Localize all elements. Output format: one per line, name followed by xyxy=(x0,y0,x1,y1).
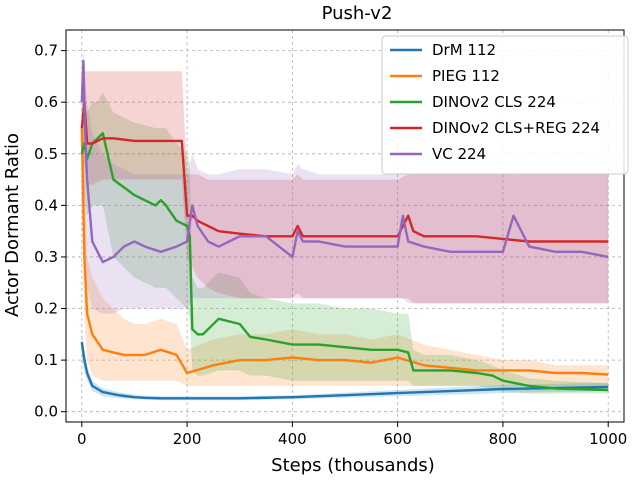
legend-label: DINOv2 CLS+REG 224 xyxy=(432,119,600,137)
y-tick-label: 0.0 xyxy=(34,403,58,421)
chart-title: Push-v2 xyxy=(322,3,393,24)
legend-box xyxy=(381,35,629,175)
x-tick-label: 0 xyxy=(77,430,87,448)
band-vc-224 xyxy=(81,50,609,314)
x-tick-label: 200 xyxy=(173,430,202,448)
x-axis-ticks: 0 200 400 600 800 1000 xyxy=(77,422,627,448)
x-axis-label: Steps (thousands) xyxy=(271,455,435,476)
legend-label: VC 224 xyxy=(432,145,486,163)
y-tick-label: 0.6 xyxy=(34,93,58,111)
legend: DrM 112 PIEG 112 DINOv2 CLS 224 DINOv2 CLS+… xyxy=(381,35,629,175)
y-tick-label: 0.2 xyxy=(34,300,58,318)
band-pieg-112 xyxy=(81,91,609,386)
x-tick-label: 400 xyxy=(278,430,307,448)
series-line-dinov2-cls-reg-224 xyxy=(80,100,609,243)
legend-label: DrM 112 xyxy=(432,41,496,59)
legend-label: PIEG 112 xyxy=(432,67,500,85)
y-tick-label: 0.7 xyxy=(34,42,58,60)
series-line-vc-224 xyxy=(80,59,609,264)
plot-frame xyxy=(65,29,625,423)
legend-label: DINOv2 CLS 224 xyxy=(432,93,556,111)
y-tick-label: 0.4 xyxy=(34,196,58,214)
series-line-pieg-112 xyxy=(80,127,609,376)
y-tick-label: 0.5 xyxy=(34,145,58,163)
y-tick-label: 0.1 xyxy=(34,351,58,369)
plot-area: 0 200 400 600 800 1000 0.00.10.20.30.40.50.60… xyxy=(34,29,627,448)
y-tick-label: 0.3 xyxy=(34,248,58,266)
y-axis-label: Actor Dormant Ratio xyxy=(2,133,23,317)
band-dinov2-cls-224 xyxy=(81,91,609,394)
series-line-dinov2-cls-224 xyxy=(80,131,609,392)
x-tick-label: 800 xyxy=(489,430,518,448)
x-tick-label: 1000 xyxy=(589,430,627,448)
y-axis-ticks: 0.0 0.1 0.2 0.3 0.4 0.5 0.6 0.7 xyxy=(34,42,66,421)
series-line-drm-112 xyxy=(80,341,609,400)
x-tick-label: 600 xyxy=(383,430,412,448)
series-lines xyxy=(80,59,609,400)
